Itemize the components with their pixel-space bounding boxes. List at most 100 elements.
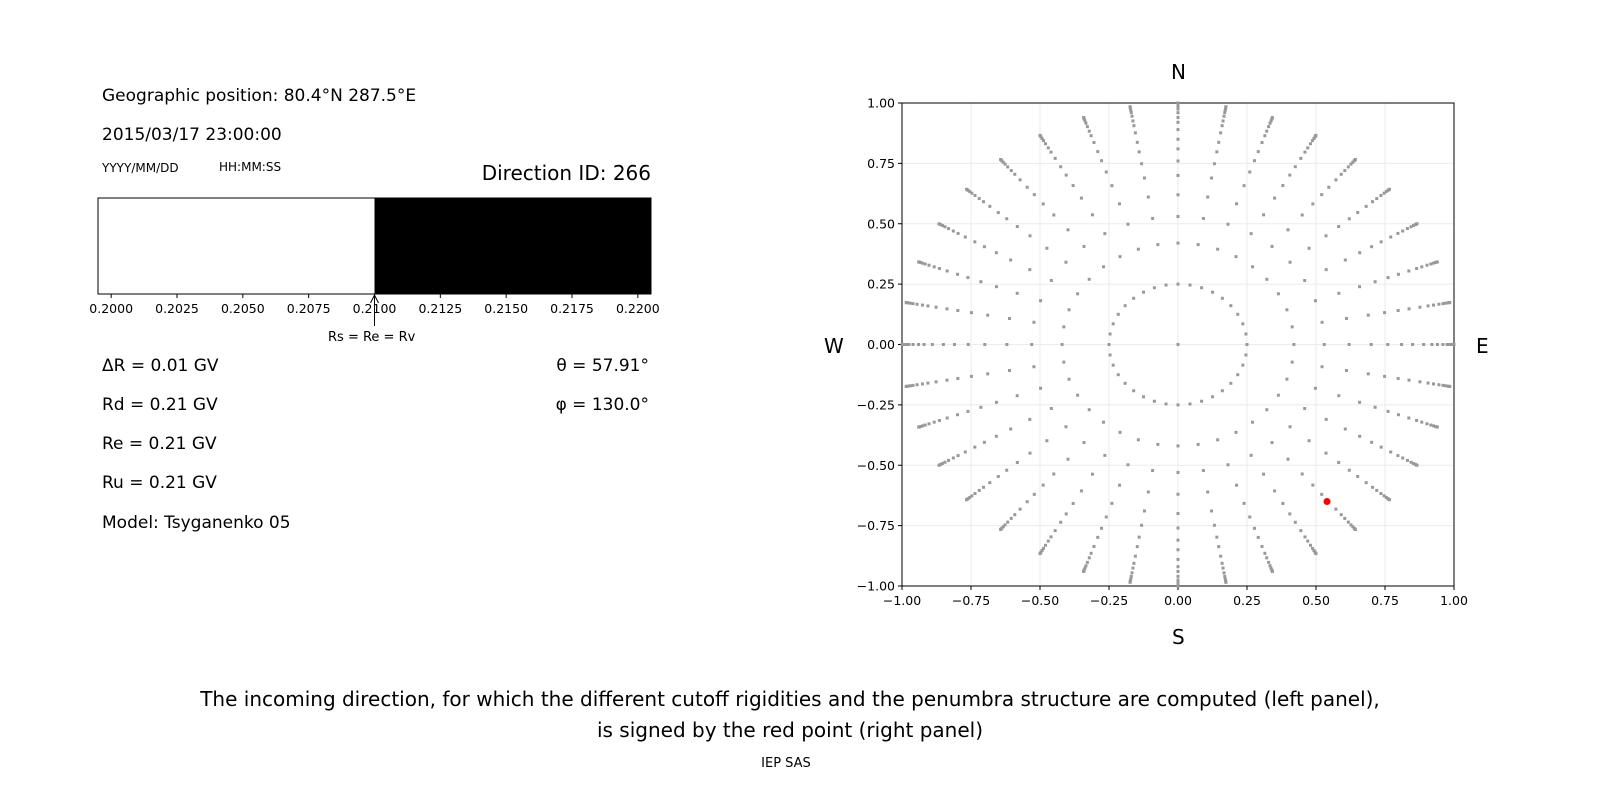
direction-point [1176,584,1180,588]
direction-point [1303,150,1307,154]
direction-point [1286,228,1290,232]
phi: φ = 130.0° [555,395,649,415]
direction-point [1116,373,1120,377]
direction-point [1396,413,1400,417]
direction-point [1420,265,1424,269]
direction-point [921,303,925,307]
geo-position: Geographic position: 80.4°N 287.5°E [102,86,417,106]
direction-point [1046,146,1050,150]
direction-point [956,309,960,313]
direction-point [986,313,990,317]
direction-point [1089,134,1093,138]
direction-point [1387,187,1391,191]
direction-point [1251,265,1255,269]
direction-point [1235,483,1239,487]
direction-point [1324,234,1328,238]
re: Re = 0.21 GV [102,434,217,454]
direction-point [1383,374,1387,378]
direction-point [1349,523,1353,527]
direction-point [1040,549,1044,553]
direction-point [1046,539,1050,543]
direction-point [1263,134,1267,138]
direction-point [1248,170,1252,174]
direction-point [932,265,936,269]
direction-point [986,372,990,376]
direction-point [1299,529,1303,533]
direction-point [956,231,960,235]
theta: θ = 57.91° [556,356,649,376]
bar-tick-label: 0.2000 [89,301,133,316]
direction-point [1448,384,1452,388]
direction-point [1384,190,1388,194]
direction-point [1200,399,1204,403]
direction-point [1411,461,1415,465]
direction-point [1083,119,1087,123]
rd: Rd = 0.21 GV [102,395,218,415]
direction-point [1082,244,1086,248]
direction-point [1356,474,1360,478]
direction-point [1251,420,1255,424]
direction-point [934,380,938,384]
direction-point [994,400,998,404]
direction-point [1293,520,1297,524]
direction-point [1270,569,1274,573]
direction-point [1299,156,1303,160]
direction-point [1136,247,1140,251]
direction-point [1003,162,1007,166]
direction-point [1223,108,1227,112]
direction-point [1262,472,1266,476]
direction-point [1176,193,1180,197]
direction-point [951,229,955,233]
direction-point [1415,418,1419,422]
direction-point [1260,544,1264,548]
direction-point [1028,417,1032,421]
direction-point [1389,450,1393,454]
direction-point [1007,369,1011,373]
direction-point [1379,492,1383,496]
direction-point [1085,560,1089,564]
direction-point [1076,393,1080,397]
direction-point [963,450,967,454]
direction-point [1401,229,1405,233]
direction-point [1226,463,1230,467]
direction-point [1322,343,1326,346]
direction-point [1337,225,1341,229]
direction-point [1444,384,1448,388]
direction-point [1265,556,1269,560]
direction-point [937,463,941,467]
direction-point [1052,472,1056,476]
direction-point [1306,539,1310,543]
direction-point [970,494,974,498]
x-tick-label: 1.00 [1440,593,1468,608]
direction-point [1347,343,1351,346]
direction-point [1066,457,1070,461]
direction-point [1373,405,1377,409]
direction-point [1201,469,1205,473]
direction-point [904,384,908,388]
direction-point [1343,516,1347,520]
direction-point [1220,389,1224,393]
direction-point [1429,262,1433,266]
direction-point [1364,204,1368,208]
direction-point [1176,444,1180,448]
direction-point [1337,394,1341,398]
direction-point [1140,523,1144,527]
direction-point [1032,492,1036,496]
direction-point [1110,184,1114,188]
direction-point [1308,543,1312,547]
direction-point [1343,258,1347,262]
direction-point [908,384,912,388]
direction-point [1366,313,1370,317]
direction-point [1364,481,1368,485]
arrow-label: Rs = Re = Rv [328,330,416,345]
direction-point [1176,470,1180,474]
direction-point [1343,427,1347,431]
direction-point [1426,381,1430,385]
direction-point [1358,285,1362,289]
direction-point [943,460,947,464]
direction-point [1346,165,1350,169]
direction-point [1444,301,1448,305]
direction-point [1079,489,1083,493]
direction-point [1407,307,1411,311]
